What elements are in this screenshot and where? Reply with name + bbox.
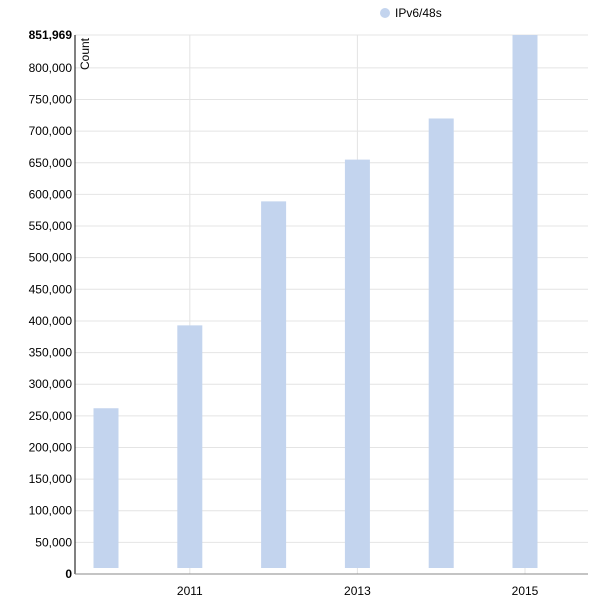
bar: [261, 201, 287, 568]
y-tick-label: 150,000: [29, 472, 73, 486]
y-tick-label: 450,000: [29, 282, 73, 296]
y-tick-label: 851,969: [29, 28, 73, 42]
y-tick-label: 700,000: [29, 124, 73, 138]
bar: [428, 118, 454, 568]
y-tick-label: 100,000: [29, 504, 73, 518]
legend-label: IPv6/48s: [395, 6, 442, 20]
y-tick-label: 500,000: [29, 251, 73, 265]
bar: [344, 159, 370, 568]
legend-marker-icon: [380, 8, 390, 18]
y-tick-label: 50,000: [35, 535, 72, 549]
y-tick-label: 600,000: [29, 187, 73, 201]
x-tick-label: 2015: [512, 584, 539, 598]
y-axis-label: Count: [78, 37, 92, 70]
y-tick-label: 750,000: [29, 93, 73, 107]
y-tick-label: 400,000: [29, 314, 73, 328]
y-tick-label: 350,000: [29, 346, 73, 360]
y-tick-label: 550,000: [29, 219, 73, 233]
bar: [512, 35, 538, 568]
y-tick-label: 300,000: [29, 377, 73, 391]
y-tick-label: 0: [65, 567, 72, 581]
bar: [93, 408, 119, 568]
bar: [177, 325, 203, 568]
y-tick-label: 800,000: [29, 61, 73, 75]
y-tick-label: 250,000: [29, 409, 73, 423]
y-tick-label: 650,000: [29, 156, 73, 170]
x-tick-label: 2013: [344, 584, 371, 598]
x-tick-label: 2011: [177, 584, 203, 598]
y-tick-label: 200,000: [29, 440, 73, 454]
legend[interactable]: IPv6/48s: [380, 6, 442, 20]
